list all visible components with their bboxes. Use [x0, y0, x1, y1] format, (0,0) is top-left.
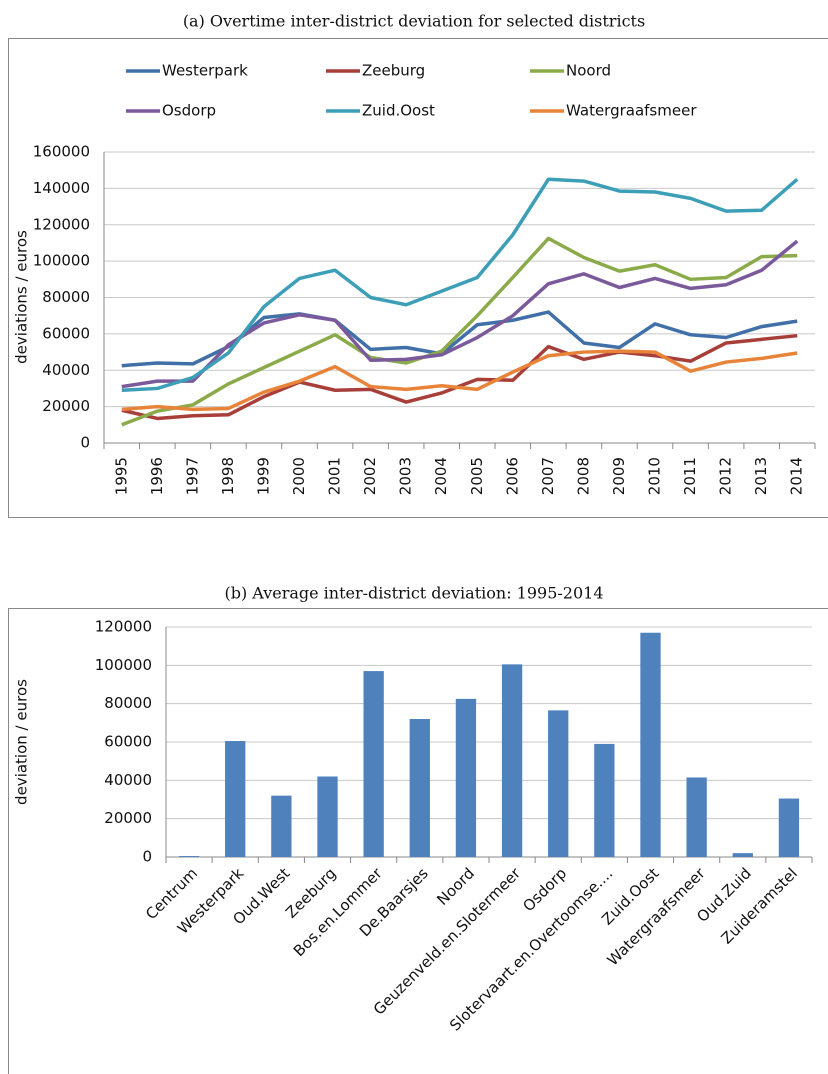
- y-tick-label: 20000: [104, 809, 152, 827]
- bar: [778, 798, 800, 857]
- x-tick-label: Noord: [433, 864, 478, 909]
- bar: [501, 664, 523, 857]
- y-tick-label: 80000: [104, 694, 152, 712]
- legend-label: Noord: [566, 62, 611, 80]
- y-tick-label: 20000: [42, 397, 90, 415]
- x-tick-label: 2011: [681, 457, 699, 495]
- bar: [409, 719, 430, 857]
- bar: [686, 777, 707, 857]
- y-tick-label: 160000: [33, 143, 90, 161]
- x-tick-label: 2002: [361, 457, 379, 495]
- y-tick-label: 100000: [95, 656, 152, 674]
- legend-label: Zuid.Oost: [362, 102, 435, 120]
- x-tick-label: 2006: [503, 457, 521, 495]
- y-tick-label: 120000: [33, 215, 90, 233]
- series-line: [121, 349, 798, 412]
- x-tick-label: 2014: [788, 457, 806, 495]
- y-tick-label: 40000: [104, 771, 152, 789]
- x-tick-label: 1995: [112, 457, 130, 495]
- x-tick-label: 1998: [219, 457, 237, 495]
- y-tick-label: 100000: [33, 252, 90, 270]
- bar: [640, 632, 661, 857]
- y-axis-label: deviations / euros: [13, 230, 31, 364]
- x-tick-label: 2005: [468, 457, 486, 495]
- x-tick-label: 2000: [290, 457, 308, 495]
- y-tick-label: 120000: [95, 618, 152, 636]
- frame-b: [8, 608, 828, 1074]
- x-tick-label: 2012: [717, 457, 735, 495]
- x-tick-label: 2004: [432, 457, 450, 495]
- y-tick-label: 0: [80, 434, 90, 452]
- y-tick-label: 60000: [104, 733, 152, 751]
- legend-label: Watergraafsmeer: [566, 102, 697, 120]
- frame-a: [8, 38, 828, 518]
- chart-title: (b) Average inter-district deviation: 19…: [224, 584, 603, 603]
- x-tick-label: 2008: [574, 457, 592, 495]
- bar: [363, 671, 384, 857]
- x-tick-label: 2003: [397, 457, 415, 495]
- bar: [548, 710, 569, 857]
- series-line: [121, 239, 799, 389]
- x-tick-label: 1999: [254, 457, 272, 495]
- bar: [178, 856, 200, 857]
- x-tick-label: 2007: [539, 457, 557, 495]
- bar: [732, 853, 753, 857]
- bar: [317, 776, 338, 857]
- bar: [455, 698, 477, 857]
- chart-title: (a) Overtime inter-district deviation fo…: [183, 12, 645, 31]
- legend-label: Westerpark: [162, 62, 248, 80]
- legend-label: Osdorp: [162, 102, 216, 120]
- y-tick-label: 60000: [42, 324, 90, 342]
- legend-label: Zeeburg: [362, 62, 425, 80]
- x-tick-label: 2001: [326, 457, 344, 495]
- x-tick-label: 2013: [752, 457, 770, 495]
- y-tick-label: 0: [142, 848, 152, 866]
- x-tick-label: 1996: [148, 457, 166, 495]
- series-line: [121, 236, 798, 427]
- bar: [271, 795, 292, 857]
- series-line: [121, 177, 799, 393]
- x-tick-label: 2010: [646, 457, 664, 495]
- y-tick-label: 140000: [33, 179, 90, 197]
- y-tick-label: 80000: [42, 288, 90, 306]
- x-tick-label: 1997: [183, 457, 201, 495]
- bar: [594, 743, 615, 857]
- bar: [225, 741, 246, 857]
- x-tick-label: 2009: [610, 457, 628, 495]
- y-axis-label: deviation / euros: [13, 679, 31, 805]
- y-tick-label: 40000: [42, 361, 90, 379]
